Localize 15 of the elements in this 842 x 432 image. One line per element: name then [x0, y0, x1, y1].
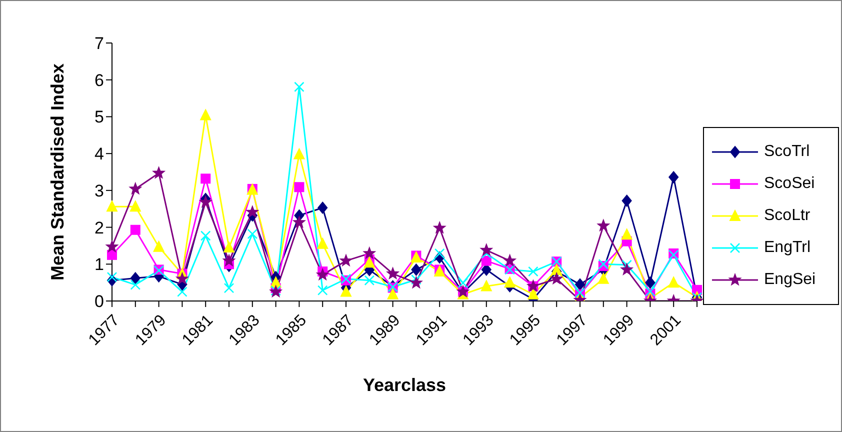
y-tick-label: 0: [94, 292, 104, 312]
legend-label: EngTrl: [764, 239, 811, 257]
x-axis-title: Yearclass: [362, 375, 446, 395]
y-tick-label: 6: [94, 70, 104, 90]
y-tick-label: 1: [94, 255, 104, 274]
legend-label: EngSei: [764, 271, 816, 289]
y-axis-title: Mean Standardised Index: [47, 63, 68, 281]
legend-label: ScoLtr: [764, 207, 810, 225]
y-tick-label: 2: [94, 218, 104, 238]
legend-label: ScoSei: [764, 175, 815, 193]
y-tick-label: 5: [94, 108, 104, 127]
y-tick-label: 3: [94, 181, 104, 200]
y-tick-label: 4: [94, 144, 104, 164]
y-tick-label: 7: [94, 34, 104, 54]
legend-label: ScoTrl: [764, 143, 810, 161]
